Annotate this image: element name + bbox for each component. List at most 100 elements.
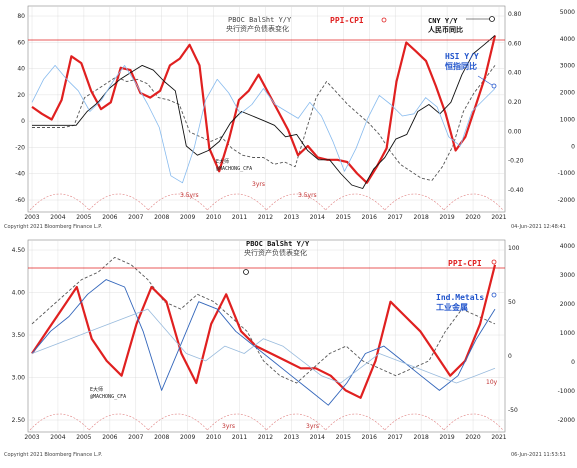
panel-1-cycle-arcs [29,193,504,211]
series-line-10y [31,308,496,384]
x-tick-label: 2011 [232,214,247,221]
x-tick-label: 2008 [154,434,169,441]
cycle-arc [29,193,90,211]
metals-end-marker [491,292,497,298]
panel-2-right-axis-inner: 100 50 0 -50 [508,245,520,414]
series-line-cny-y-y [32,35,496,189]
right-inner-tick-label: -0.40 [508,187,524,194]
x-tick-label: 2016 [362,214,377,221]
right-inner-tick-label: 0.80 [508,11,522,18]
right-outer-tick-label: 4000 [560,36,575,43]
cycle-arc [29,413,90,431]
hsi-end-marker [491,83,497,89]
x-tick-label: 2012 [258,434,273,441]
x-tick-label: 2005 [76,434,91,441]
panel-1-left-axis: 80 60 40 20 0 -20 -40 -60 [15,13,25,204]
panel-1-x-axis: 2003 2004 2005 2006 2007 2008 2009 2010 2011 2012… [24,214,506,221]
left-tick-label: 2.50 [12,417,26,424]
right-outer-tick-label: 5000 [560,9,575,16]
cycle-label-2a: 3yrs [222,423,235,430]
x-tick-label: 2003 [24,434,39,441]
cny-title-label: CNY Y/Y [428,17,458,25]
right-outer-tick-label: 0 [571,143,575,150]
left-tick-label: 40 [17,66,25,73]
x-tick-label: 2006 [102,434,117,441]
pboc-title-label-2: PBOC BalSht Y/Y [246,240,310,248]
left-tick-label: 80 [17,13,25,20]
ppi-cpi-label: PPI-CPI [330,16,364,25]
source-label-2a: E大师 [90,386,103,393]
cycle-arc [148,413,208,431]
x-tick-label: 2004 [50,434,65,441]
hsi-leader-line [477,75,493,86]
left-tick-label: -40 [15,171,25,178]
series-line-ind-metals [31,279,496,406]
x-tick-label: 2014 [310,214,325,221]
cycle-arc [207,413,267,431]
x-tick-label: 2017 [388,214,403,221]
panel-2-grid [28,240,505,432]
right-inner-tick-label: 0.60 [508,40,522,47]
panel-2: 4.50 4.00 3.50 3.00 2.50 100 50 0 -50 4000 3000 2… [4,239,576,458]
right-outer-tick-label: -1000 [558,388,576,395]
panel-1-timestamp: 04-Jun-2021 12:48:41 [511,224,566,230]
cycle-arc [443,193,504,211]
x-tick-label: 2018 [414,214,429,221]
panel-1-copyright: Copyright 2021 Bloomberg Finance L.P. [4,224,102,230]
ppi-cpi-end-marker-2 [491,259,497,265]
x-tick-label: 2003 [24,214,39,221]
right-outer-tick-label: -1000 [558,170,576,177]
x-tick-label: 2009 [180,214,195,221]
panel-1-series [31,35,497,189]
pboc-cn-label: 央行资产负债表变化 [226,24,289,33]
ppi-cpi-end-marker [381,17,387,23]
left-tick-label: 3.50 [12,332,26,339]
x-tick-label: 2018 [414,434,429,441]
pboc-cn-label-2: 央行资产负债表变化 [244,248,307,257]
right-outer-tick-label: 0 [571,359,575,366]
source-label-2: @MACHONG_CFA [216,166,252,172]
series-line-pboc-balsht-y-y [31,256,496,384]
x-tick-label: 2015 [336,434,351,441]
x-tick-label: 2015 [336,214,351,221]
ppi-cpi-label-2: PPI-CPI [448,259,482,268]
x-tick-label: 2019 [439,434,454,441]
left-tick-label: 60 [17,39,25,46]
x-tick-label: 2009 [180,434,195,441]
cycle-arc [384,413,445,431]
panel-1-right-axis-outer: 5000 4000 3000 2000 1000 0 -1000 -2000 [558,9,576,204]
x-tick-label: 2017 [388,434,403,441]
cycle-arc [148,193,208,211]
cycle-arc [88,193,149,211]
left-tick-label: 20 [17,92,25,99]
x-tick-label: 2020 [465,214,480,221]
cycle-label-a: 3yrs [252,181,265,188]
right-outer-tick-label: 3000 [560,272,575,279]
x-tick-label: 2011 [232,434,247,441]
right-outer-tick-label: 2000 [560,301,575,308]
x-tick-label: 2010 [206,434,221,441]
x-tick-label: 2010 [206,214,221,221]
x-tick-label: 2012 [258,214,273,221]
source-label-1: E大师 [216,158,229,165]
panel-2-copyright: Copyright 2021 Bloomberg Finance L.P. [4,452,102,458]
cycle-label-2b: 3yrs [306,423,319,430]
x-tick-label: 2020 [465,434,480,441]
x-tick-label: 2006 [102,214,117,221]
right-inner-tick-label: 0.40 [508,70,522,77]
x-tick-label: 2019 [439,214,454,221]
metals-cn-label: 工业金属 [436,302,468,312]
right-inner-tick-label: 0 [508,353,512,360]
left-tick-label: 3.00 [12,375,26,382]
x-tick-label: 2005 [76,214,91,221]
x-tick-label: 2014 [310,434,325,441]
right-outer-tick-label: 3000 [560,63,575,70]
right-outer-tick-label: -2000 [558,197,576,204]
x-tick-label: 2021 [491,214,506,221]
pboc-title-label: PBOC BalSht Y/Y [228,16,292,24]
cycle-arc [207,193,267,211]
right-outer-tick-label: 1000 [560,116,575,123]
cycle-arc [325,413,385,431]
cycle-label-c: 3.5yrs [298,192,317,199]
